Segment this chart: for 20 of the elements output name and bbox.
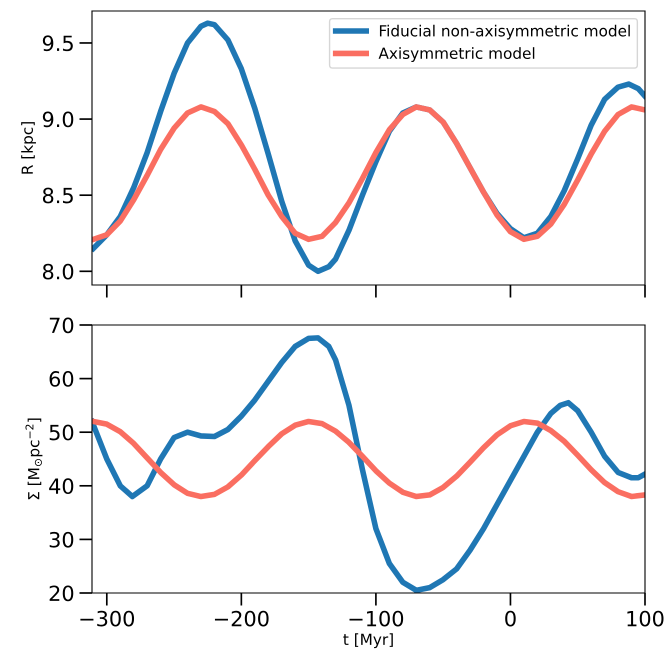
y-tick-label: 60 — [50, 371, 74, 387]
x-tick-label: −100 — [349, 610, 404, 626]
y-tick-label: 9.0 — [42, 112, 74, 128]
x-tick-label: −300 — [80, 610, 134, 626]
x-tick-label: 100 — [627, 610, 664, 626]
y-tick-label: 70 — [50, 317, 74, 334]
y-tick-label: 20 — [50, 585, 74, 602]
x-tick-label: 0 — [505, 610, 516, 626]
y-axis-title: Σ [M$_{⊙}$pc$^{−2}$] — [25, 418, 42, 500]
y-tick-label: 50 — [50, 424, 74, 440]
y-tick-label: 30 — [50, 532, 74, 548]
y-tick-label: 40 — [49, 478, 74, 494]
y-tick-label: 8.5 — [42, 188, 73, 204]
x-tick-label: −200 — [214, 610, 269, 626]
y-axis-title: R [kpc] — [21, 122, 36, 174]
legend-label: Axisymmetric model — [378, 47, 534, 62]
x-axis-title: t [Myr] — [343, 633, 393, 648]
legend-label: Fiducial non-axisymmetric model — [380, 24, 630, 40]
y-tick-label: 9.5 — [42, 35, 73, 52]
y-tick-label: 8.0 — [42, 264, 74, 280]
